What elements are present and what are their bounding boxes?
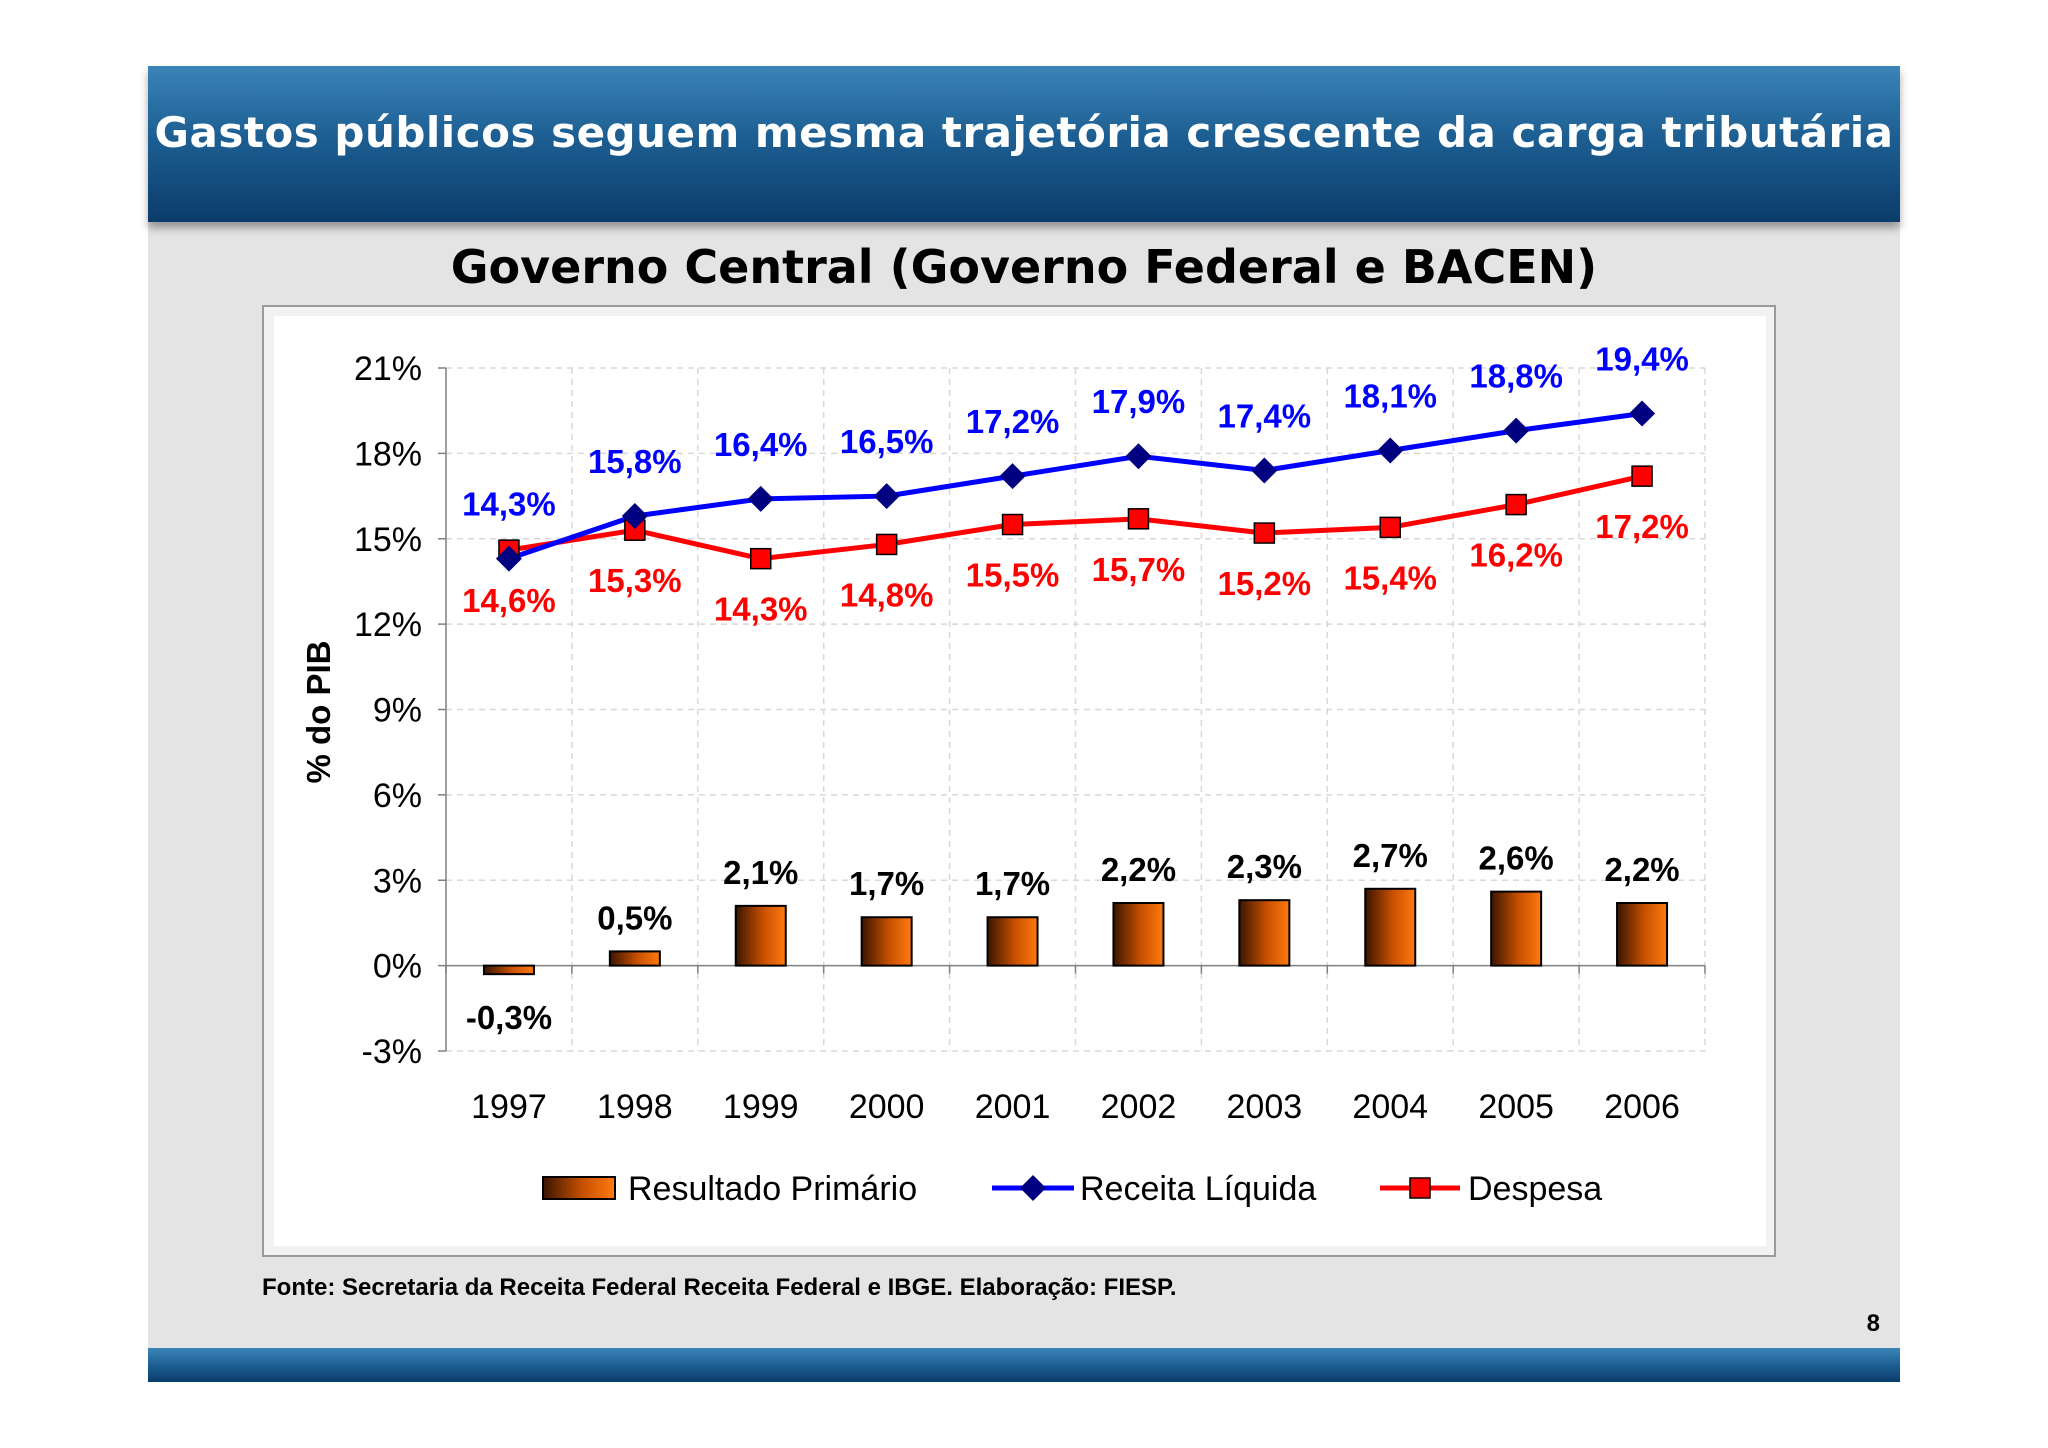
despesa-marker [1253, 522, 1276, 544]
receita-series-line [508, 411, 1643, 562]
y-tick-label: 15% [354, 521, 422, 559]
bar-data-label: 2,1% [723, 854, 798, 891]
despesa-data-label: 15,5% [966, 557, 1060, 594]
bar-data-label: -0,3% [466, 999, 552, 1036]
y-tick-label: 3% [373, 862, 422, 900]
despesa-data-label: 15,2% [1218, 565, 1312, 602]
receita-data-label: 14,3% [462, 486, 556, 523]
despesa-data-label: 14,3% [714, 591, 808, 628]
receita-marker [873, 483, 900, 510]
despesa-marker [1505, 493, 1527, 516]
despesa-marker [1001, 513, 1024, 536]
x-tick-label: 2005 [1478, 1088, 1554, 1126]
bar [482, 964, 535, 976]
chart-title: Governo Central (Governo Federal e BACEN… [450, 240, 1598, 294]
legend-despesa-marker [1409, 1177, 1431, 1199]
bar [1364, 887, 1417, 967]
legend-bar-swatch [542, 1176, 616, 1200]
y-tick-label: 18% [354, 435, 422, 473]
receita-marker [1629, 400, 1656, 427]
despesa-data-label: 17,2% [1595, 508, 1689, 545]
bar [1616, 902, 1669, 967]
slide-title: Gastos públicos seguem mesma trajetória … [154, 107, 1894, 157]
y-tick-label: 9% [373, 692, 422, 730]
receita-marker [999, 463, 1026, 490]
receita-data-label: 17,9% [1092, 383, 1186, 420]
despesa-data-label: 16,2% [1469, 537, 1563, 574]
y-tick-label: 21% [354, 350, 422, 388]
y-tick-label: 6% [373, 777, 422, 815]
bar-data-label: 2,3% [1227, 848, 1302, 885]
receita-marker [747, 485, 774, 512]
bar-data-label: 2,2% [1604, 851, 1679, 888]
x-tick-label: 1998 [597, 1088, 673, 1126]
bar [608, 950, 661, 967]
receita-data-label: 18,8% [1469, 358, 1563, 395]
legend-receita-marker [1020, 1175, 1046, 1201]
receita-data-label: 19,4% [1595, 341, 1689, 378]
bar [1238, 899, 1291, 967]
despesa-series-line [508, 473, 1643, 562]
x-tick-label: 2004 [1352, 1088, 1428, 1126]
despesa-marker [750, 547, 772, 570]
receita-marker [1503, 417, 1530, 444]
bar [1490, 890, 1543, 967]
footer-bar [148, 1348, 1900, 1382]
y-tick-label: 0% [373, 948, 422, 986]
bar [860, 916, 913, 967]
bar [986, 916, 1039, 967]
x-tick-label: 2002 [1101, 1088, 1177, 1126]
receita-marker [1377, 437, 1404, 464]
legend-label-despesa: Despesa [1468, 1170, 1602, 1208]
despesa-data-label: 15,4% [1343, 559, 1437, 596]
despesa-data-label: 15,3% [588, 562, 682, 599]
slide-header: Gastos públicos seguem mesma trajetória … [148, 66, 1900, 222]
source-note: Fonte: Secretaria da Receita Federal Rec… [262, 1274, 1177, 1301]
receita-marker [621, 502, 648, 529]
receita-marker [495, 545, 522, 572]
x-tick-label: 2001 [975, 1088, 1051, 1126]
x-tick-label: 2003 [1227, 1088, 1303, 1126]
bar-data-label: 0,5% [597, 899, 672, 936]
legend-label-resultado: Resultado Primário [628, 1170, 917, 1208]
bar [1112, 902, 1165, 967]
bar-data-label: 1,7% [975, 865, 1050, 902]
x-tick-label: 2000 [849, 1088, 925, 1126]
despesa-marker [875, 533, 898, 556]
receita-data-label: 18,1% [1343, 378, 1437, 415]
despesa-marker [1127, 508, 1150, 530]
receita-marker [1125, 443, 1152, 470]
y-tick-label: 12% [354, 606, 422, 644]
bar-data-label: 2,6% [1479, 840, 1554, 877]
bar-data-label: 1,7% [849, 865, 924, 902]
receita-data-label: 17,2% [966, 403, 1060, 440]
x-tick-label: 1999 [723, 1088, 799, 1126]
receita-marker [1251, 457, 1278, 484]
despesa-marker [1631, 465, 1653, 487]
legend-label-receita: Receita Líquida [1080, 1170, 1316, 1208]
x-tick-label: 2006 [1604, 1088, 1680, 1126]
despesa-data-label: 14,6% [462, 582, 556, 619]
receita-data-label: 17,4% [1218, 397, 1312, 434]
bar [734, 904, 787, 967]
y-axis-label: % do PIB [300, 640, 337, 783]
page-number: 8 [1866, 1310, 1880, 1337]
receita-data-label: 16,5% [840, 423, 934, 460]
despesa-data-label: 15,7% [1092, 551, 1186, 588]
y-tick-label: -3% [362, 1033, 422, 1071]
despesa-data-label: 14,8% [840, 576, 934, 613]
bar-data-label: 2,7% [1353, 837, 1428, 874]
x-tick-label: 1997 [471, 1088, 547, 1126]
despesa-marker [1379, 516, 1401, 539]
receita-data-label: 15,8% [588, 443, 682, 480]
receita-data-label: 16,4% [714, 426, 808, 463]
bar-data-label: 2,2% [1101, 851, 1176, 888]
